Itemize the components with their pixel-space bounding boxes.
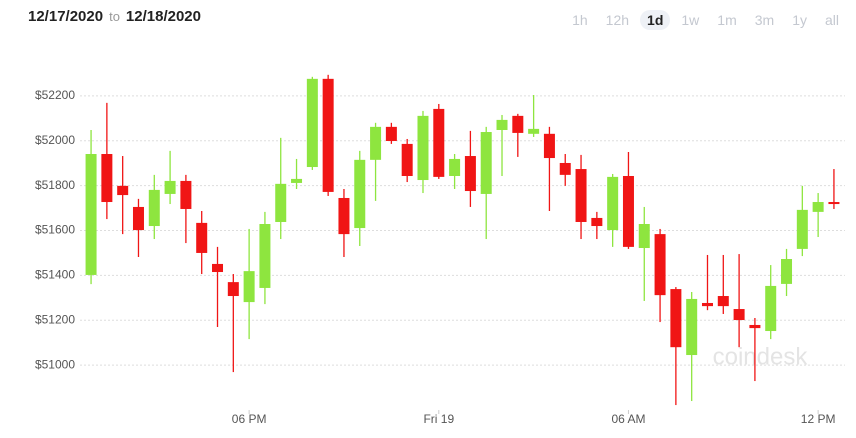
range-button[interactable]: all (824, 12, 839, 28)
y-tick-label: $51000 (35, 357, 75, 371)
candle-body (781, 259, 793, 284)
candle-body (385, 126, 397, 141)
candle-body (496, 119, 508, 130)
range-button[interactable]: 1y (792, 12, 807, 28)
range-button[interactable]: 3m (754, 12, 775, 28)
candle-body (243, 271, 255, 303)
candle-body (101, 154, 113, 203)
y-tick-label: $51800 (35, 178, 75, 192)
candle-body (306, 78, 318, 168)
to-date: 12/18/2020 (125, 8, 201, 25)
candle-body (670, 289, 682, 348)
candle-body (559, 162, 571, 175)
x-tick-label: 06 AM (611, 412, 645, 426)
candle-body (164, 180, 176, 194)
candle-body (654, 234, 666, 296)
candle-body (275, 183, 287, 222)
candle-body (354, 159, 366, 229)
candle-body (85, 154, 97, 275)
candle-body (417, 115, 429, 181)
candle-body (733, 309, 745, 321)
candle-body (796, 209, 808, 249)
range-button[interactable]: 1d (640, 10, 671, 30)
range-button[interactable]: 1m (717, 12, 737, 28)
range-button[interactable]: 12h (605, 12, 630, 28)
candle-body (433, 108, 445, 177)
y-tick-label: $52000 (35, 133, 75, 147)
candle-body (638, 224, 650, 249)
candle-body (622, 175, 634, 247)
range-button[interactable]: 1h (572, 12, 588, 28)
candle-body (338, 197, 350, 235)
candle-body (765, 285, 777, 332)
candle-body (591, 217, 603, 227)
watermark: coindesk (713, 343, 809, 370)
candle-body (212, 263, 224, 273)
candle-body (749, 324, 761, 329)
to-word: to (109, 9, 120, 24)
candle-body (180, 180, 192, 209)
range-button[interactable]: 1w (681, 12, 700, 28)
candle-body (812, 202, 824, 212)
candle-body (449, 158, 461, 176)
candle-body (259, 224, 271, 288)
candle-body (828, 202, 840, 205)
candle-body (401, 143, 413, 176)
candle-body (543, 133, 555, 159)
candle-body (607, 176, 619, 231)
candle-body (322, 78, 334, 192)
candle-body (528, 128, 540, 134)
range-buttons: 1h 12h 1d 1w 1m 3m 1y all (565, 10, 846, 30)
candle-body (717, 296, 729, 307)
candle-body (512, 115, 524, 133)
x-tick-label: 06 PM (232, 412, 267, 426)
date-range: 12/17/2020 to 12/18/2020 (28, 8, 201, 25)
x-tick-label: Fri 19 (423, 412, 454, 426)
from-date: 12/17/2020 (28, 8, 104, 25)
y-tick-label: $51200 (35, 312, 75, 326)
candle-body (196, 222, 208, 253)
candle-body (686, 298, 698, 356)
y-tick-label: $52200 (35, 88, 75, 102)
candle-body (148, 189, 160, 227)
candle-body (464, 156, 476, 192)
candle-body (227, 282, 239, 297)
x-tick-label: 12 PM (801, 412, 836, 426)
y-tick-label: $51400 (35, 268, 75, 282)
candle-body (575, 169, 587, 222)
candle-body (117, 185, 129, 196)
y-tick-label: $51600 (35, 223, 75, 237)
candle-body (701, 302, 713, 307)
candle-body (291, 178, 303, 183)
candle-body (370, 126, 382, 160)
candle-body (132, 206, 144, 231)
candle-body (480, 132, 492, 194)
